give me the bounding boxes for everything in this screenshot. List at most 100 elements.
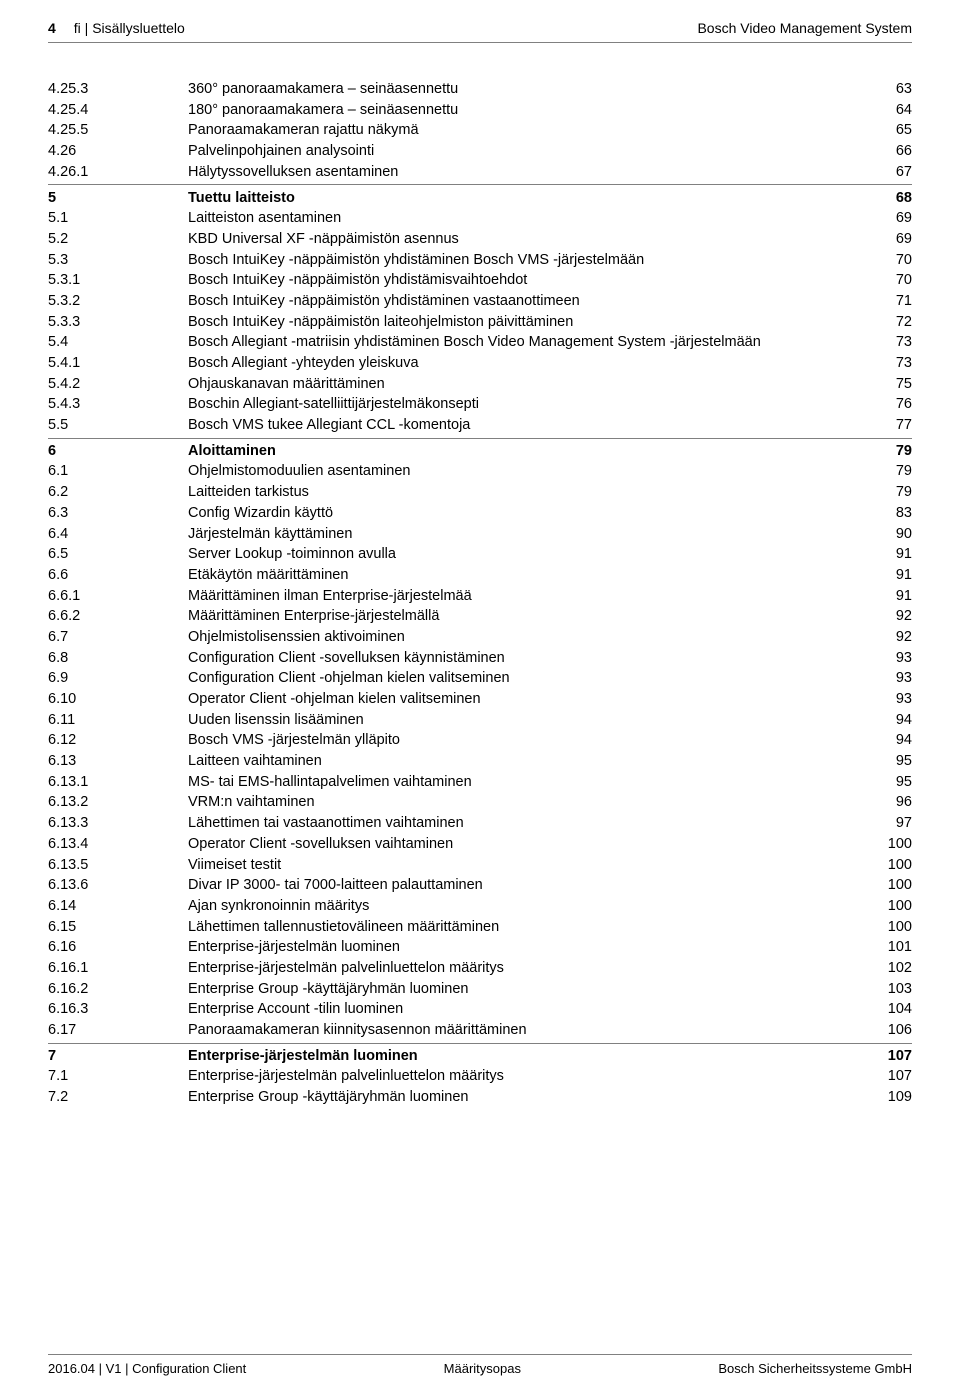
toc-section-title: Järjestelmän käyttäminen	[188, 527, 872, 542]
toc-row: 6Aloittaminen79	[48, 441, 912, 462]
toc-row: 6.12Bosch VMS -järjestelmän ylläpito94	[48, 730, 912, 751]
toc-section-title: Aloittaminen	[188, 444, 872, 459]
toc-section-title: Palvelinpohjainen analysointi	[188, 144, 872, 159]
toc-section-title: VRM:n vaihtaminen	[188, 795, 872, 810]
toc-section-title: Määrittäminen Enterprise-järjestelmällä	[188, 609, 872, 624]
toc-section-title: Enterprise-järjestelmän palvelinluettelo…	[188, 961, 872, 976]
toc-section-number: 6.13.6	[48, 878, 188, 893]
toc-page-number: 101	[872, 940, 912, 955]
toc-section-number: 6.1	[48, 464, 188, 479]
toc-row: 4.25.5Panoraamakameran rajattu näkymä65	[48, 120, 912, 141]
toc-page-number: 100	[872, 899, 912, 914]
toc-row: 6.6.2Määrittäminen Enterprise-järjestelm…	[48, 606, 912, 627]
toc-page-number: 94	[872, 733, 912, 748]
toc-page-number: 104	[872, 1002, 912, 1017]
toc-page-number: 91	[872, 547, 912, 562]
header-product-name: Bosch Video Management System	[697, 20, 912, 36]
toc-page-number: 100	[872, 858, 912, 873]
toc-page-number: 71	[872, 294, 912, 309]
toc-section-title: Bosch VMS -järjestelmän ylläpito	[188, 733, 872, 748]
toc-page-number: 91	[872, 568, 912, 583]
toc-section-title: Laitteiston asentaminen	[188, 211, 872, 226]
toc-section-title: Bosch IntuiKey -näppäimistön laiteohjelm…	[188, 315, 872, 330]
toc-section-title: Configuration Client -sovelluksen käynni…	[188, 651, 872, 666]
document-page: 4 fi | Sisällysluettelo Bosch Video Mana…	[0, 0, 960, 1394]
toc-section-number: 4.26	[48, 144, 188, 159]
toc-page-number: 76	[872, 397, 912, 412]
toc-section-title: Configuration Client -ohjelman kielen va…	[188, 671, 872, 686]
toc-section-number: 6	[48, 444, 188, 459]
toc-row: 6.14Ajan synkronoinnin määritys100	[48, 896, 912, 917]
toc-row: 6.16.1Enterprise-järjestelmän palvelinlu…	[48, 958, 912, 979]
toc-row: 6.9Configuration Client -ohjelman kielen…	[48, 668, 912, 689]
toc-row: 6.7Ohjelmistolisenssien aktivoiminen92	[48, 627, 912, 648]
toc-row: 6.6.1Määrittäminen ilman Enterprise-järj…	[48, 586, 912, 607]
toc-section-title: Operator Client -sovelluksen vaihtaminen	[188, 837, 872, 852]
toc-section-title: Operator Client -ohjelman kielen valitse…	[188, 692, 872, 707]
toc-section-number: 6.2	[48, 485, 188, 500]
toc-section-number: 5.1	[48, 211, 188, 226]
toc-row: 5.3.2Bosch IntuiKey -näppäimistön yhdist…	[48, 291, 912, 312]
toc-row: 5.4Bosch Allegiant -matriisin yhdistämin…	[48, 332, 912, 353]
page-header: 4 fi | Sisällysluettelo Bosch Video Mana…	[48, 20, 912, 43]
toc-section-number: 6.6.2	[48, 609, 188, 624]
toc-section-title: Ohjelmistolisenssien aktivoiminen	[188, 630, 872, 645]
toc-section-title: Lähettimen tallennustietovälineen määrit…	[188, 920, 872, 935]
page-number: 4	[48, 20, 56, 36]
toc-section-number: 6.7	[48, 630, 188, 645]
toc-section-number: 6.4	[48, 527, 188, 542]
toc-row: 5.3.1Bosch IntuiKey -näppäimistön yhdist…	[48, 270, 912, 291]
toc-section-title: Hälytyssovelluksen asentaminen	[188, 165, 872, 180]
toc-section-title: Panoraamakameran rajattu näkymä	[188, 123, 872, 138]
toc-page-number: 70	[872, 253, 912, 268]
toc-row: 5.4.1Bosch Allegiant -yhteyden yleiskuva…	[48, 353, 912, 374]
toc-row: 5Tuettu laitteisto68	[48, 187, 912, 208]
section-rule	[48, 438, 912, 439]
toc-section-title: Bosch IntuiKey -näppäimistön yhdistämine…	[188, 253, 872, 268]
toc-page-number: 109	[872, 1090, 912, 1105]
toc-section-title: Bosch IntuiKey -näppäimistön yhdistämine…	[188, 294, 872, 309]
toc-page-number: 73	[872, 356, 912, 371]
toc-section-title: Enterprise Account -tilin luominen	[188, 1002, 872, 1017]
toc-section-title: Viimeiset testit	[188, 858, 872, 873]
breadcrumb: fi | Sisällysluettelo	[74, 20, 185, 36]
toc-section-title: Laitteen vaihtaminen	[188, 754, 872, 769]
toc-row: 5.1Laitteiston asentaminen69	[48, 208, 912, 229]
toc-section-number: 6.3	[48, 506, 188, 521]
toc-page-number: 91	[872, 589, 912, 604]
toc-row: 6.1Ohjelmistomoduulien asentaminen79	[48, 461, 912, 482]
toc-section-number: 6.10	[48, 692, 188, 707]
footer-center: Määritysopas	[246, 1361, 718, 1376]
toc-section-number: 5.3.3	[48, 315, 188, 330]
toc-section-title: Panoraamakameran kiinnitysasennon määrit…	[188, 1023, 872, 1038]
toc-row: 6.4Järjestelmän käyttäminen90	[48, 523, 912, 544]
toc-row: 4.25.3360° panoraamakamera – seinäasenne…	[48, 79, 912, 100]
toc-section-number: 6.11	[48, 713, 188, 728]
toc-page-number: 93	[872, 651, 912, 666]
toc-page-number: 68	[872, 191, 912, 206]
toc-section-title: MS- tai EMS-hallintapalvelimen vaihtamin…	[188, 775, 872, 790]
toc-page-number: 93	[872, 692, 912, 707]
toc-page-number: 69	[872, 232, 912, 247]
toc-page-number: 77	[872, 418, 912, 433]
toc-section-title: Uuden lisenssin lisääminen	[188, 713, 872, 728]
toc-page-number: 70	[872, 273, 912, 288]
toc-page-number: 83	[872, 506, 912, 521]
toc-page-number: 107	[872, 1069, 912, 1084]
toc-page-number: 92	[872, 630, 912, 645]
toc-row: 6.2Laitteiden tarkistus79	[48, 482, 912, 503]
toc-row: 6.17Panoraamakameran kiinnitysasennon mä…	[48, 1020, 912, 1041]
toc-row: 5.3Bosch IntuiKey -näppäimistön yhdistäm…	[48, 250, 912, 271]
toc-page-number: 75	[872, 377, 912, 392]
toc-section-number: 7	[48, 1049, 188, 1064]
toc-page-number: 100	[872, 837, 912, 852]
toc-page-number: 73	[872, 335, 912, 350]
toc-section-number: 6.12	[48, 733, 188, 748]
toc-section-number: 5.3.1	[48, 273, 188, 288]
toc-row: 6.16.3Enterprise Account -tilin luominen…	[48, 999, 912, 1020]
toc-row: 6.13Laitteen vaihtaminen95	[48, 751, 912, 772]
toc-row: 5.4.3Boschin Allegiant-satelliittijärjes…	[48, 394, 912, 415]
toc-section-title: Enterprise-järjestelmän luominen	[188, 1049, 872, 1064]
toc-section-number: 6.16.2	[48, 982, 188, 997]
footer-right: Bosch Sicherheitssysteme GmbH	[718, 1361, 912, 1376]
